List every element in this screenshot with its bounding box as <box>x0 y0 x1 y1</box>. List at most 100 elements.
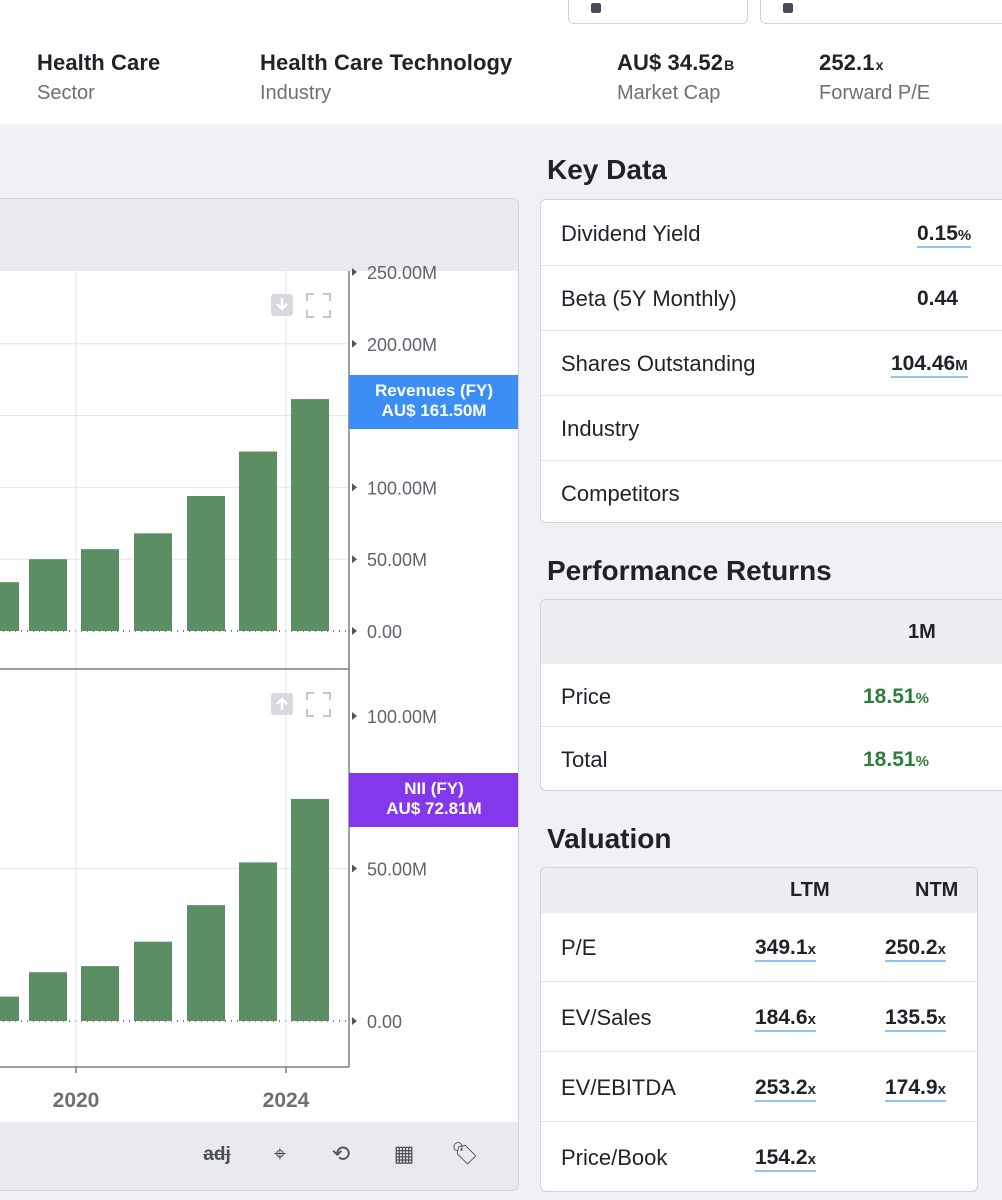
crosshair-icon[interactable]: ⌖ <box>273 1141 287 1166</box>
key-data-label: Beta (5Y Monthly) <box>561 286 737 311</box>
valuation-row: EV/Sales 184.6x 135.5x <box>541 982 977 1052</box>
revenue-bar[interactable] <box>29 559 67 631</box>
performance-label: Price <box>561 684 612 709</box>
y-tick-label: 0.00 <box>367 1012 402 1032</box>
price-book-ltm-unit: x <box>807 1151 816 1168</box>
nii-bar[interactable] <box>291 798 329 1021</box>
reset-zoom-icon[interactable]: ⟲ <box>331 1141 351 1166</box>
total-return-value: 18.51% <box>863 748 929 772</box>
ev-sales-ltm-unit: x <box>807 1011 816 1028</box>
revenue-bar[interactable] <box>81 549 119 631</box>
industry-value[interactable]: Health Care Technology <box>260 50 513 75</box>
valuation-column-ntm: NTM <box>915 879 959 901</box>
valuation-label: EV/EBITDA <box>561 1075 676 1100</box>
sector-stat: Health Care Sector <box>37 50 160 105</box>
dividend-yield-unit: % <box>957 227 972 244</box>
key-data-row[interactable]: Industry <box>541 396 1002 461</box>
performance-returns-card: 1M Price 18.51% Total 18.51% <box>540 599 1002 791</box>
nii-badge-value: AU$ 72.81M <box>386 799 482 818</box>
price-book-ltm-number: 154.2 <box>755 1146 808 1169</box>
ev-sales-ntm-value[interactable]: 135.5x <box>885 1006 946 1032</box>
ev-ebitda-ltm-value[interactable]: 253.2x <box>755 1076 816 1102</box>
price-book-ltm-value[interactable]: 154.2x <box>755 1146 816 1172</box>
market-cap-value: AU$ 34.52 <box>617 50 724 75</box>
key-data-label: Shares Outstanding <box>561 351 756 376</box>
nii-y-ticks: 100.00M 50.00M 0.00 <box>352 707 437 1032</box>
revenue-badge-value: AU$ 161.50M <box>381 401 487 420</box>
valuation-header-row: LTM NTM <box>541 868 977 913</box>
sector-label: Sector <box>37 82 95 104</box>
collapse-up-icon[interactable] <box>271 693 293 715</box>
nii-badge-title: NII (FY) <box>404 779 464 798</box>
grid-icon[interactable]: ▦ <box>393 1141 415 1166</box>
y-tick-label: 50.00M <box>367 860 427 880</box>
chart-bottom-toolbar <box>0 1122 518 1190</box>
nii-bar[interactable] <box>239 862 277 1021</box>
pe-ltm-value[interactable]: 349.1x <box>755 936 816 962</box>
valuation-row: EV/EBITDA 253.2x 174.9x <box>541 1052 977 1122</box>
shares-outstanding-unit: M <box>955 357 968 374</box>
sector-value: Health Care <box>37 50 161 75</box>
key-data-row[interactable]: Competitors <box>541 461 1002 522</box>
forward-pe-unit: x <box>875 57 884 73</box>
price-return-number: 18.51 <box>863 685 916 708</box>
y-tick-label: 200.00M <box>367 335 437 355</box>
revenue-bar[interactable] <box>0 582 19 631</box>
market-cap-stat: AU$ 34.52B Market Cap <box>617 50 734 105</box>
revenue-badge-title: Revenues (FY) <box>374 381 494 400</box>
download-icon[interactable] <box>271 294 293 316</box>
shares-outstanding-number: 104.46 <box>891 352 956 375</box>
ev-sales-ltm-value[interactable]: 184.6x <box>755 1006 816 1032</box>
industry-label: Industry <box>260 82 332 104</box>
revenue-bar[interactable] <box>134 533 172 631</box>
ev-ebitda-ntm-number: 174.9 <box>885 1076 938 1099</box>
chart-top-toolbar <box>0 199 518 271</box>
valuation-title: Valuation <box>547 823 672 854</box>
market-cap-label: Market Cap <box>617 82 721 104</box>
x-ticks: 2020 2024 <box>53 1067 310 1112</box>
header-action-button-1[interactable] <box>568 0 748 24</box>
performance-column-1m[interactable]: 1M <box>908 621 936 643</box>
total-return-number: 18.51 <box>863 748 916 771</box>
revenue-bar[interactable] <box>291 399 329 631</box>
total-return-unit: % <box>915 753 929 770</box>
valuation-label: Price/Book <box>561 1145 668 1170</box>
company-summary-header: Health Care Sector Health Care Technolog… <box>0 0 1002 124</box>
dividend-yield-value[interactable]: 0.15% <box>917 222 972 248</box>
expand-icon-lower[interactable] <box>306 692 331 717</box>
ev-ebitda-ltm-unit: x <box>807 1081 816 1098</box>
tags-icon[interactable]: 🏷 <box>451 1141 479 1166</box>
y-tick-label: 100.00M <box>367 478 437 498</box>
price-return-unit: % <box>915 690 929 707</box>
nii-bar[interactable] <box>29 972 67 1021</box>
pe-ntm-value[interactable]: 250.2x <box>885 936 946 962</box>
ev-ebitda-ntm-value[interactable]: 174.9x <box>885 1076 946 1102</box>
ev-ebitda-ltm-number: 253.2 <box>755 1076 808 1099</box>
forward-pe-label: Forward P/E <box>819 82 931 104</box>
nii-bar[interactable] <box>0 996 19 1021</box>
key-data-row: Shares Outstanding 104.46M <box>541 331 1002 396</box>
performance-label: Total <box>561 747 608 772</box>
nii-bar[interactable] <box>134 941 172 1021</box>
nii-bar[interactable] <box>81 966 119 1021</box>
revenue-bar[interactable] <box>239 451 277 632</box>
market-cap-unit: B <box>724 57 735 73</box>
header-action-icon <box>591 3 601 13</box>
header-action-button-2[interactable] <box>760 0 1002 24</box>
pe-ntm-unit: x <box>937 941 946 958</box>
shares-outstanding-value[interactable]: 104.46M <box>891 352 968 378</box>
expand-icon[interactable] <box>306 293 331 318</box>
pe-ntm-number: 250.2 <box>885 936 938 959</box>
forward-pe-value: 252.1 <box>819 50 875 75</box>
nii-bar[interactable] <box>187 905 225 1021</box>
dividend-yield-number: 0.15 <box>917 222 958 245</box>
revenue-bar[interactable] <box>187 496 225 631</box>
x-tick-label: 2024 <box>263 1089 310 1112</box>
y-tick-label: 0.00 <box>367 622 402 642</box>
revenue-bars <box>0 399 329 631</box>
performance-row: Price 18.51% <box>541 664 1002 727</box>
adj-icon[interactable]: adj <box>203 1144 231 1165</box>
valuation-row: P/E 349.1x 250.2x <box>541 913 977 982</box>
